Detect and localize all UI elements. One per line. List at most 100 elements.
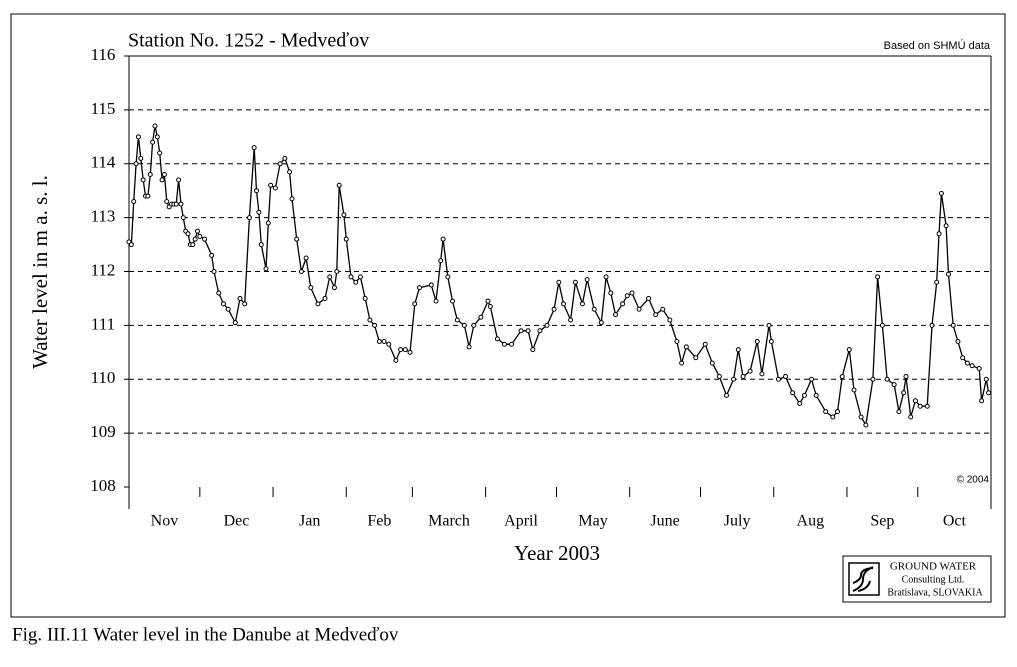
data-point <box>251 145 257 151</box>
month-label: Jan <box>299 513 320 530</box>
caption: Fig. III.11 Water level in the Danube at… <box>12 624 399 645</box>
data-point <box>945 271 951 277</box>
data-point <box>801 392 807 398</box>
data-point <box>884 376 890 382</box>
data-point <box>237 295 243 301</box>
data-point <box>327 274 333 280</box>
data-point <box>896 409 902 415</box>
data-point <box>716 374 722 380</box>
data-point <box>986 390 992 396</box>
y-tick-label: 114 <box>91 153 116 172</box>
data-point <box>357 274 363 280</box>
data-point <box>797 400 803 406</box>
data-point <box>839 374 845 380</box>
data-point <box>608 290 614 296</box>
data-point <box>620 301 626 307</box>
data-point <box>176 177 182 183</box>
data-point <box>858 414 864 420</box>
data-point <box>308 285 314 291</box>
data-point <box>830 414 836 420</box>
data-point <box>393 357 399 363</box>
data-point <box>568 317 574 323</box>
data-point <box>343 236 349 242</box>
data-point <box>185 231 191 237</box>
data-point <box>331 285 337 291</box>
data-point <box>485 298 491 304</box>
logo-waves <box>852 566 874 592</box>
y-tick-label: 111 <box>91 314 115 333</box>
data-point <box>150 139 156 145</box>
month-label: Sep <box>870 513 894 530</box>
data-point <box>433 298 439 304</box>
data-point <box>934 279 940 285</box>
data-point <box>929 322 935 328</box>
data-point <box>783 374 789 380</box>
y-axis-label: Water level in m a. s. l. <box>28 175 52 369</box>
logo-icon <box>848 562 880 596</box>
data-point <box>466 344 472 350</box>
y-tick-label: 115 <box>91 99 116 118</box>
data-point <box>211 269 217 274</box>
data-point <box>128 242 134 248</box>
data-point <box>679 360 685 366</box>
data-point <box>445 274 451 280</box>
month-label: Nov <box>151 513 179 530</box>
data-point <box>969 363 975 369</box>
y-tick-label: 109 <box>90 422 116 441</box>
data-point <box>197 233 203 239</box>
data-point <box>983 376 989 382</box>
data-point <box>202 236 208 242</box>
data-point <box>287 169 293 175</box>
data-point <box>901 390 907 396</box>
data-point <box>386 341 392 347</box>
data-point <box>428 282 434 288</box>
data-point <box>282 155 288 161</box>
y-tick-label: 108 <box>90 476 116 495</box>
data-point <box>660 306 666 312</box>
data-point <box>863 422 869 428</box>
data-point <box>846 347 852 353</box>
data-point <box>813 392 819 398</box>
data-point <box>258 242 264 248</box>
month-label: March <box>428 513 470 530</box>
data-point <box>294 236 300 242</box>
data-point <box>537 328 543 334</box>
data-point <box>256 209 262 215</box>
data-point <box>154 134 160 140</box>
source-note: Based on SHMÚ data <box>884 39 991 52</box>
data-point <box>242 301 248 307</box>
data-point <box>908 414 914 420</box>
data-point <box>348 274 354 280</box>
data-point <box>402 347 408 353</box>
data-point <box>979 398 985 404</box>
month-label: Aug <box>797 513 825 530</box>
data-point <box>135 134 141 140</box>
data-point <box>322 295 328 301</box>
data-point <box>246 215 252 221</box>
data-point <box>653 312 659 318</box>
logo: GROUND WATER Consulting Ltd. Bratislava,… <box>842 555 992 603</box>
data-point <box>766 322 772 328</box>
data-point <box>747 368 753 374</box>
data-point <box>936 231 942 237</box>
data-point <box>220 301 226 307</box>
data-point <box>851 387 857 393</box>
data-point <box>624 293 630 299</box>
data-point <box>646 295 652 301</box>
data-point <box>875 274 881 280</box>
data-point <box>145 193 151 199</box>
data-point <box>277 161 283 167</box>
data-point <box>289 196 295 202</box>
data-line <box>128 125 990 427</box>
data-point <box>502 341 508 347</box>
data-point <box>525 328 531 334</box>
data-point <box>683 344 689 350</box>
month-label: Feb <box>367 513 391 530</box>
data-point <box>334 269 340 274</box>
data-point <box>254 188 260 194</box>
data-point <box>759 371 765 377</box>
month-label: June <box>650 513 679 530</box>
data-point <box>450 298 456 304</box>
data-point <box>164 198 170 204</box>
data-point <box>903 374 909 380</box>
